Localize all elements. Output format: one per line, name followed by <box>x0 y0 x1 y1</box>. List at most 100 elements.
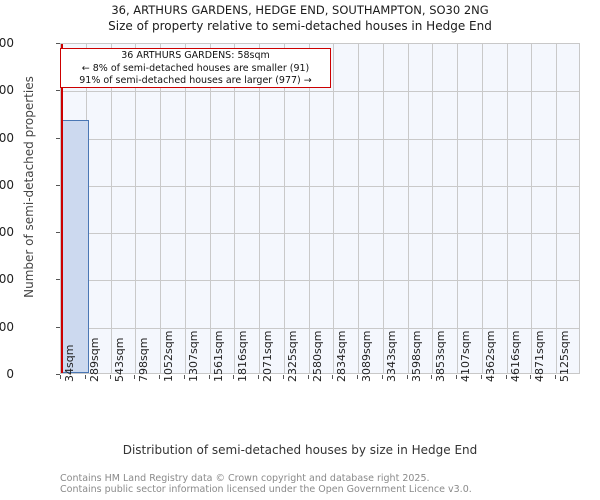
y-tick-label: 1000 <box>0 130 14 145</box>
x-tick-label: 1307sqm <box>186 330 200 382</box>
y-axis-title: Number of semi-detached properties <box>22 76 36 298</box>
gridline-horizontal <box>61 233 579 235</box>
gridline-vertical <box>457 44 458 373</box>
x-tick-mark <box>530 375 532 379</box>
x-tick-mark <box>282 375 284 379</box>
y-tick-mark <box>56 43 60 44</box>
page-title: 36, ARTHURS GARDENS, HEDGE END, SOUTHAMP… <box>111 3 489 17</box>
gridline-vertical <box>259 44 260 373</box>
x-tick-label: 2071sqm <box>261 330 275 382</box>
x-tick-label: 543sqm <box>112 337 126 382</box>
x-tick-label: 4107sqm <box>459 330 473 382</box>
y-tick-mark <box>56 326 60 328</box>
y-tick-mark <box>56 184 60 186</box>
y-tick-mark <box>56 232 60 234</box>
gridline-horizontal <box>61 327 579 329</box>
y-tick-label: 0 <box>6 367 14 381</box>
y-tick-mark <box>56 279 60 281</box>
footer-line-2: Contains public sector information licen… <box>60 484 472 495</box>
footer-line-1: Contains HM Land Registry data © Crown c… <box>60 473 430 484</box>
x-tick-mark <box>431 375 433 379</box>
gridline-horizontal <box>61 280 579 282</box>
y-tick-label: 200 <box>0 319 14 334</box>
y-tick-label: 800 <box>0 177 14 192</box>
x-tick-mark <box>307 375 309 379</box>
gridline-vertical <box>482 44 483 373</box>
x-tick-label: 1561sqm <box>211 330 225 382</box>
x-tick-mark <box>332 375 334 379</box>
x-tick-label: 3089sqm <box>360 330 374 382</box>
x-tick-mark <box>555 375 557 379</box>
x-tick-label: 4362sqm <box>483 330 497 382</box>
gridline-vertical <box>432 44 433 373</box>
bar <box>62 120 89 373</box>
annotation-line-3: 91% of semi-detached houses are larger (… <box>79 75 312 86</box>
gridline-vertical <box>210 44 211 373</box>
x-tick-mark <box>183 375 185 379</box>
x-tick-label: 34sqm <box>63 344 76 382</box>
gridline-vertical <box>135 44 136 373</box>
x-tick-mark <box>480 375 482 379</box>
x-tick-label: 2580sqm <box>310 330 324 382</box>
gridline-vertical <box>284 44 285 373</box>
x-tick-mark <box>258 375 260 379</box>
page-subtitle: Size of property relative to semi-detach… <box>108 19 492 33</box>
x-tick-mark <box>60 375 61 379</box>
x-tick-mark <box>84 375 86 379</box>
gridline-vertical <box>507 44 508 373</box>
x-tick-mark <box>381 375 383 379</box>
bar-series <box>61 44 579 373</box>
gridline-vertical <box>383 44 384 373</box>
x-tick-mark <box>134 375 136 379</box>
plot-area <box>60 43 580 374</box>
x-tick-label: 4616sqm <box>508 330 522 382</box>
gridline-vertical <box>111 44 112 373</box>
x-axis-title: Distribution of semi-detached houses by … <box>122 443 478 457</box>
x-tick-label: 3343sqm <box>384 330 398 382</box>
gridline-vertical <box>309 44 310 373</box>
x-tick-mark <box>357 375 359 379</box>
gridline-vertical <box>358 44 359 373</box>
gridline-vertical <box>185 44 186 373</box>
x-tick-mark <box>208 375 210 379</box>
property-marker-line <box>61 44 63 373</box>
y-tick-label: 400 <box>0 272 14 287</box>
annotation-line-1: 36 ARTHURS GARDENS: 58sqm <box>121 50 270 61</box>
x-tick-mark <box>406 375 408 379</box>
y-tick-label: 600 <box>0 225 14 240</box>
y-tick-mark <box>56 137 60 139</box>
footer-attribution: Contains HM Land Registry data © Crown c… <box>60 473 580 495</box>
y-tick-mark <box>56 90 60 92</box>
gridline-horizontal <box>61 185 579 187</box>
x-tick-mark <box>505 375 507 379</box>
x-tick-label: 2325sqm <box>285 330 299 382</box>
x-tick-mark <box>233 375 235 379</box>
x-tick-label: 5125sqm <box>558 330 572 382</box>
x-tick-label: 1816sqm <box>236 330 250 382</box>
property-annotation-box: 36 ARTHURS GARDENS: 58sqm ← 8% of semi-d… <box>60 48 331 88</box>
gridline-vertical <box>556 44 557 373</box>
x-tick-label: 289sqm <box>87 337 101 382</box>
x-tick-label: 3853sqm <box>434 330 448 382</box>
chart-title-block: 36, ARTHURS GARDENS, HEDGE END, SOUTHAMP… <box>0 3 600 34</box>
gridline-horizontal <box>61 138 579 140</box>
x-tick-label: 798sqm <box>137 337 151 382</box>
gridline-horizontal <box>61 91 579 93</box>
x-tick-label: 2834sqm <box>335 330 349 382</box>
x-tick-mark <box>456 375 458 379</box>
y-tick-label: 1200 <box>0 83 14 98</box>
x-tick-label: 1052sqm <box>162 330 176 382</box>
y-tick-label: 1400 <box>0 36 14 50</box>
gridline-vertical <box>333 44 334 373</box>
gridline-vertical <box>531 44 532 373</box>
x-tick-label: 3598sqm <box>409 330 423 382</box>
x-tick-label: 4871sqm <box>533 330 547 382</box>
annotation-line-2: ← 8% of semi-detached houses are smaller… <box>81 62 310 74</box>
gridline-vertical <box>234 44 235 373</box>
gridline-vertical <box>160 44 161 373</box>
x-tick-mark <box>109 375 111 379</box>
y-tick-mark <box>56 374 60 375</box>
x-tick-mark <box>159 375 161 379</box>
gridline-vertical <box>408 44 409 373</box>
